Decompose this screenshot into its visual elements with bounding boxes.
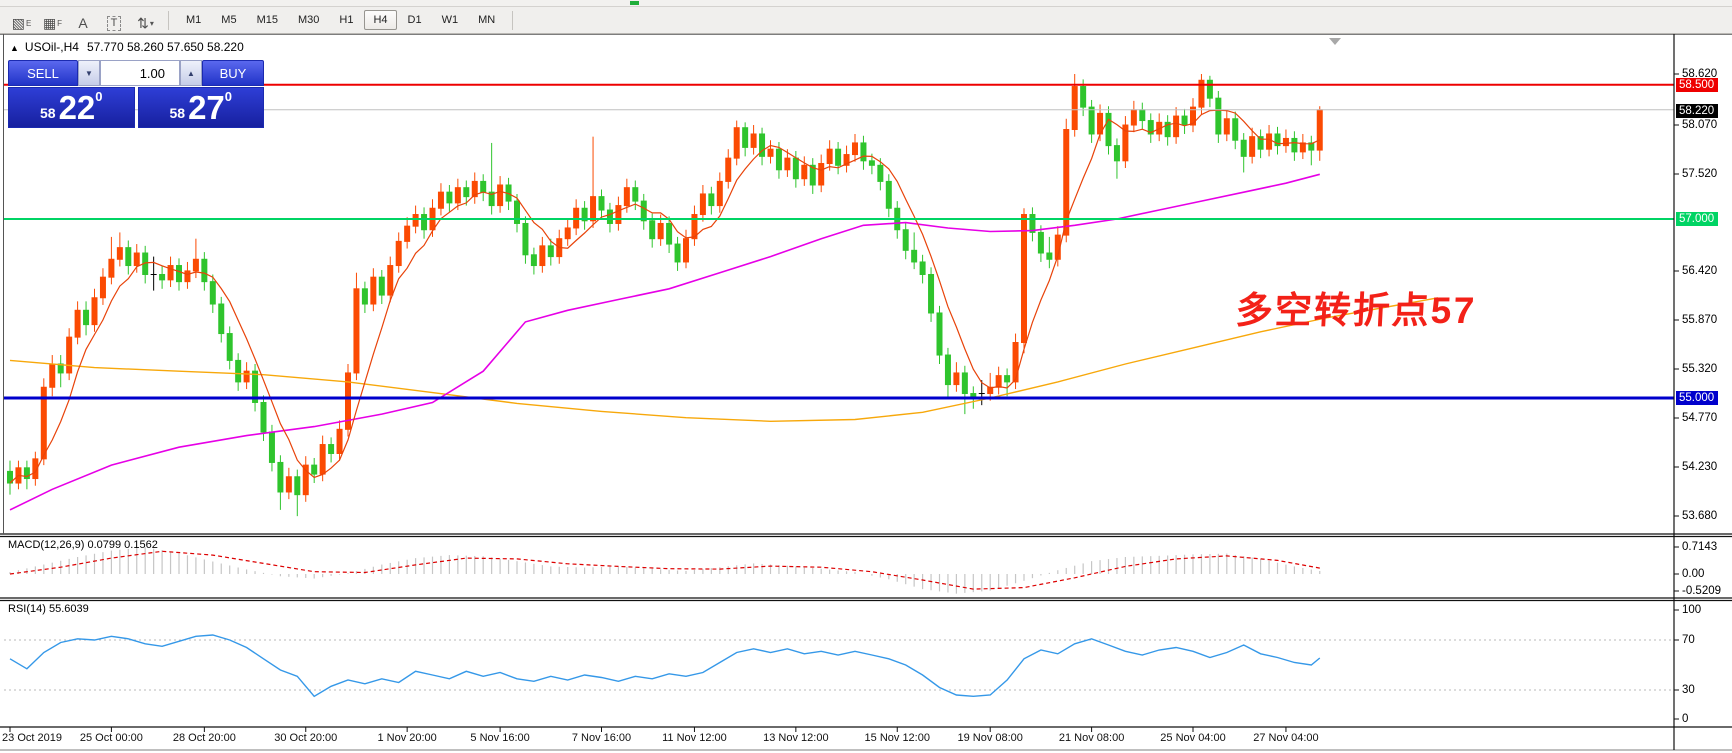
axis-date-label: 28 Oct 20:00 — [172, 732, 236, 744]
axis-price-label: 70 — [1682, 634, 1695, 646]
timeframe-button-mn[interactable]: MN — [478, 14, 496, 26]
volume-increase-button[interactable]: ▲ — [180, 60, 202, 86]
indicators-icon[interactable]: ▧ E — [11, 14, 32, 31]
price-badge: 58.500 — [1676, 78, 1719, 92]
axis-price-label: -0.5209 — [1682, 585, 1722, 597]
axis-date-label: 25 Oct 00:00 — [79, 732, 143, 744]
axis-price-label: 100 — [1682, 604, 1702, 616]
timeframe-button-d1[interactable]: D1 — [407, 14, 422, 26]
timeframe-button-h1[interactable]: H1 — [339, 14, 354, 26]
volume-decrease-button[interactable]: ▼ — [78, 60, 100, 86]
ohlc-values: 57.770 58.260 57.650 58.220 — [86, 40, 244, 54]
price-badge: 57.000 — [1676, 212, 1719, 226]
buy-price-small: 58 — [169, 105, 186, 121]
axis-price-label: 53.680 — [1682, 510, 1718, 522]
axis-date-label: 30 Oct 20:00 — [274, 732, 338, 744]
axis-price-label: 56.420 — [1682, 265, 1718, 277]
trade-controls-row: SELL ▼ ▲ BUY — [8, 60, 264, 86]
axis-price-label: 0.7143 — [1682, 541, 1718, 553]
collapse-icon[interactable]: ▲ — [10, 43, 19, 53]
objects-icon[interactable]: ⇅ ▾ — [137, 14, 154, 31]
chart-toolbar: ▧ E ▦ F A T ⇅ ▾ M1 M5 M15 M30 H1 H4 D1 W1 MN — [0, 7, 1732, 34]
axis-date-label: 13 Nov 12:00 — [763, 732, 829, 744]
axis-price-label: 55.870 — [1682, 314, 1718, 326]
axis-price-label: 0.00 — [1682, 568, 1705, 580]
axis-date-label: 27 Nov 04:00 — [1253, 732, 1319, 744]
axis-price-label: 58.070 — [1682, 119, 1718, 131]
axis-date-label: 7 Nov 16:00 — [571, 732, 632, 744]
sell-button[interactable]: SELL — [8, 60, 78, 86]
chart-text-annotation: 多空转折点57 — [1234, 290, 1478, 331]
one-click-trading-panel: SELL ▼ ▲ BUY 58 22 0 58 27 0 — [8, 60, 264, 128]
sell-price[interactable]: 58 22 0 — [8, 87, 135, 128]
axis-date-label: 21 Nov 08:00 — [1058, 732, 1125, 744]
axis-price-label: 54.770 — [1682, 412, 1718, 424]
symbol-label: USOil-,H4 — [24, 40, 79, 54]
drawing-tools-group: ▧ E ▦ F A T ⇅ ▾ — [6, 10, 161, 31]
axis-date-label: 19 Nov 08:00 — [957, 732, 1023, 744]
timeframe-button-m15[interactable]: M15 — [256, 14, 278, 26]
volume-input[interactable] — [100, 60, 180, 86]
sell-price-big: 22 — [58, 89, 96, 126]
axis-price-label: 30 — [1682, 684, 1695, 696]
connection-status-icon — [630, 1, 639, 5]
macd-label: MACD(12,26,9) 0.0799 0.1562 — [8, 539, 158, 551]
axis-date-label: 1 Nov 20:00 — [377, 732, 437, 744]
timeframe-button-m30[interactable]: M30 — [297, 14, 320, 26]
axis-date-label: 25 Nov 04:00 — [1160, 732, 1226, 744]
axis-date-label: 23 Oct 2019 — [2, 732, 62, 744]
axis-price-label: 58.620 — [1682, 68, 1718, 80]
axis-date-label: 11 Nov 12:00 — [662, 732, 727, 744]
toolbar-separator — [168, 10, 169, 30]
axis-price-label: 0 — [1682, 713, 1689, 725]
text-box-icon[interactable]: T — [101, 10, 128, 31]
text-label-icon[interactable]: A — [78, 14, 88, 31]
grid-icon[interactable]: ▦ F — [42, 14, 63, 31]
price-badge: 58.220 — [1676, 104, 1719, 118]
axis-price-label: 57.520 — [1682, 168, 1718, 180]
buy-button[interactable]: BUY — [202, 60, 264, 86]
timeframe-button-m5[interactable]: M5 — [221, 14, 237, 26]
axis-price-label: 54.230 — [1682, 461, 1718, 473]
price-badge: 55.000 — [1676, 391, 1719, 405]
toolbar-separator — [512, 10, 514, 30]
buy-price[interactable]: 58 27 0 — [137, 87, 264, 128]
partial-toolbar-row — [0, 0, 1732, 7]
buy-price-sup: 0 — [224, 89, 233, 104]
timeframe-button-h4[interactable]: H4 — [364, 10, 397, 30]
rsi-label: RSI(14) 55.6039 — [8, 603, 89, 615]
buy-price-big: 27 — [188, 89, 225, 126]
trade-prices-row: 58 22 0 58 27 0 — [8, 87, 264, 128]
sell-price-sup: 0 — [95, 89, 103, 104]
timeframe-button-m1[interactable]: M1 — [186, 14, 202, 26]
chart-title: ▲ USOil-,H4 57.770 58.260 57.650 58.220 — [10, 40, 244, 54]
timeframe-group: M1 M5 M15 M30 H1 H4 D1 W1 MN — [176, 10, 505, 30]
axis-date-label: 15 Nov 12:00 — [864, 732, 930, 744]
timeframe-button-w1[interactable]: W1 — [441, 14, 459, 26]
axis-price-label: 55.320 — [1682, 363, 1718, 375]
axis-date-label: 5 Nov 16:00 — [470, 732, 530, 744]
sell-price-small: 58 — [39, 105, 56, 121]
